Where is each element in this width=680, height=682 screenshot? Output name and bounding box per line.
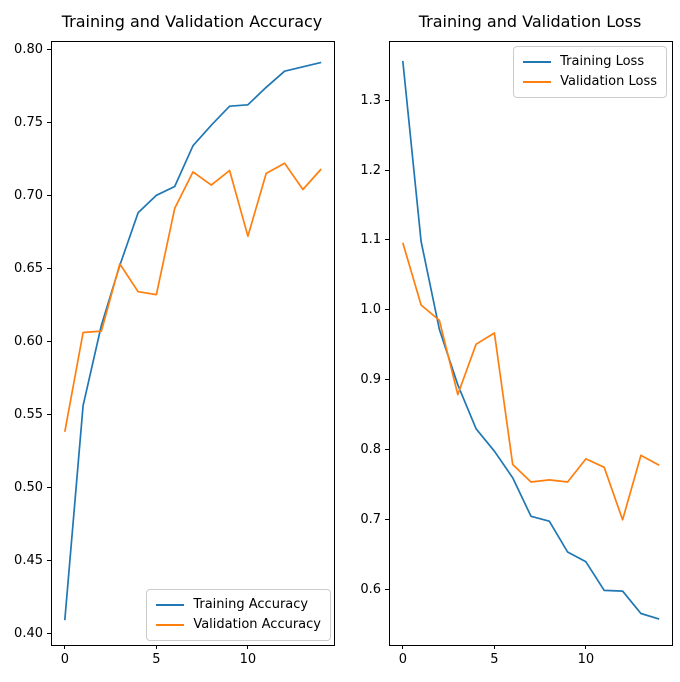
y-axis-tick-label: 0.6 [360,582,381,598]
y-axis-tick [385,379,389,381]
y-axis-tick [47,340,51,342]
validation-accuracy-line-swatch [156,624,185,626]
y-axis-tick [385,169,389,171]
y-axis-tick [385,99,389,101]
x-axis-tick-label: 0 [60,652,69,667]
x-axis-tick-label: 5 [490,652,499,667]
x-axis-tick-label: 10 [577,652,595,667]
legend-item: Training Loss [523,52,657,72]
legend-label: Validation Loss [560,74,657,89]
x-axis-tick [585,645,587,649]
x-axis-tick [493,645,495,649]
legend-item: Training Accuracy [156,595,321,615]
validation-loss-line [401,242,660,521]
x-axis-tick [402,645,404,649]
y-axis-tick-label: 0.8 [360,442,381,458]
y-axis-tick-label: 0.9 [360,372,381,388]
training-accuracy-line-swatch [156,604,185,606]
x-axis-tick [64,645,66,649]
y-axis-tick-label: 0.70 [14,187,43,203]
y-axis-tick-label: 1.0 [360,302,381,318]
y-axis-tick [47,486,51,488]
y-axis-tick [385,589,389,591]
training-accuracy-line [63,61,322,621]
y-axis-tick-label: 0.75 [14,114,43,130]
y-axis-tick-label: 1.3 [360,92,381,108]
x-axis-tick-label: 10 [239,652,257,667]
y-axis-tick [47,194,51,196]
accuracy-plot-lines [63,61,322,621]
legend-item: Validation Loss [523,72,657,92]
x-axis-tick-label: 5 [152,652,161,667]
validation-loss-line-swatch [523,81,552,83]
legend-item: Validation Accuracy [156,615,321,635]
loss-axes: Training Loss Validation Loss 0 5 10 0.6 0.7… [360,41,673,667]
loss-plot-lines [401,60,660,620]
training-loss-line-swatch [523,61,552,63]
legend-label: Validation Accuracy [193,617,321,632]
accuracy-chart-title: Training and Validation Accuracy [61,12,323,31]
y-axis-tick [47,632,51,634]
y-axis-tick [385,519,389,521]
y-axis-tick-label: 0.80 [14,41,43,57]
y-axis-tick [47,413,51,415]
y-axis-tick-label: 1.2 [360,162,381,178]
y-axis-tick-label: 0.65 [14,260,43,276]
y-axis-tick-label: 0.55 [14,406,43,422]
validation-accuracy-line [63,162,322,432]
accuracy-axes: Training Accuracy Validation Accuracy 0 5… [14,41,335,667]
y-axis-tick [47,267,51,269]
y-axis-tick [47,559,51,561]
y-axis-tick-label: 0.40 [14,625,43,641]
legend-label: Training Accuracy [193,597,309,612]
legend-label: Training Loss [560,54,645,69]
y-axis-tick [385,239,389,241]
x-axis-tick [155,645,157,649]
y-axis-tick-label: 0.45 [14,552,43,568]
training-loss-line [401,60,660,620]
y-axis-tick-label: 0.50 [14,479,43,495]
y-axis-tick [385,309,389,311]
y-axis-tick-label: 0.7 [360,512,381,528]
y-axis-tick-label: 0.60 [14,333,43,349]
y-axis-tick-label: 1.1 [360,232,381,248]
y-axis-tick [385,449,389,451]
x-axis-tick [247,645,249,649]
y-axis-tick [47,48,51,50]
loss-legend: Training Loss Validation Loss [513,46,667,98]
x-axis-tick-label: 0 [398,652,407,667]
loss-chart-title: Training and Validation Loss [418,12,642,31]
y-axis-tick [47,121,51,123]
accuracy-legend: Training Accuracy Validation Accuracy [146,589,331,641]
